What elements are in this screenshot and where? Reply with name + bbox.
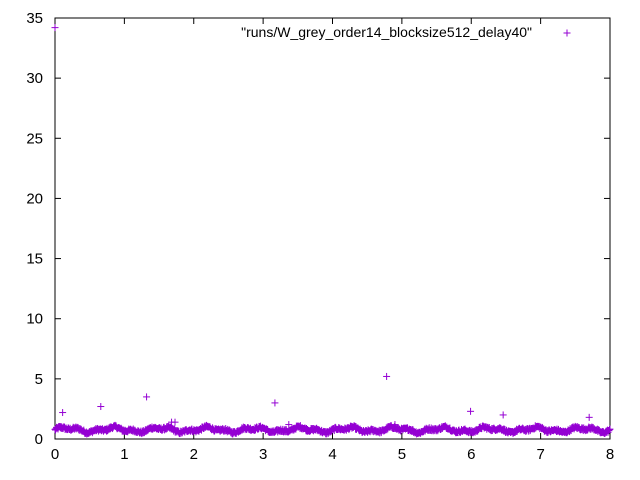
- data-point: [143, 393, 151, 401]
- data-point: [59, 409, 67, 417]
- x-tick-label: 6: [467, 446, 475, 463]
- x-tick-label: 3: [259, 446, 267, 463]
- y-tick-label: 30: [26, 70, 43, 87]
- x-tick-label: 8: [606, 446, 614, 463]
- x-tick-label: 1: [120, 446, 128, 463]
- plot-border: [54, 17, 611, 440]
- data-point: [51, 24, 59, 32]
- y-tick-label: 5: [35, 371, 43, 388]
- legend-marker: [563, 29, 571, 37]
- data-point: [285, 421, 293, 429]
- data-point: [467, 407, 475, 415]
- y-tick-label: 35: [26, 10, 43, 27]
- y-tick-label: 15: [26, 251, 43, 268]
- x-tick-label: 2: [190, 446, 198, 463]
- y-tick-label: 0: [35, 431, 43, 448]
- data-point: [171, 418, 179, 426]
- data-point: [606, 425, 614, 433]
- legend-label: "runs/W_grey_order14_blocksize512_delay4…: [241, 24, 532, 40]
- y-tick-label: 10: [26, 311, 43, 328]
- data-point: [383, 372, 391, 380]
- data-point: [585, 413, 593, 421]
- y-tick-label: 20: [26, 190, 43, 207]
- data-points: [51, 24, 614, 438]
- x-tick-label: 0: [51, 446, 59, 463]
- data-point: [97, 403, 105, 411]
- x-tick-label: 7: [536, 446, 544, 463]
- data-point: [605, 427, 613, 435]
- legend-marker-plus: [563, 29, 571, 37]
- x-tick-label: 4: [328, 446, 336, 463]
- data-point: [391, 421, 399, 429]
- axes: 0 5 10 15 20 25 30 35 0 1 2 3 4 5 6 7 8: [26, 10, 614, 463]
- legend: "runs/W_grey_order14_blocksize512_delay4…: [241, 24, 571, 40]
- y-tick-label: 25: [26, 130, 43, 147]
- data-point: [499, 411, 507, 419]
- data-point: [271, 399, 279, 407]
- x-tick-label: 5: [398, 446, 406, 463]
